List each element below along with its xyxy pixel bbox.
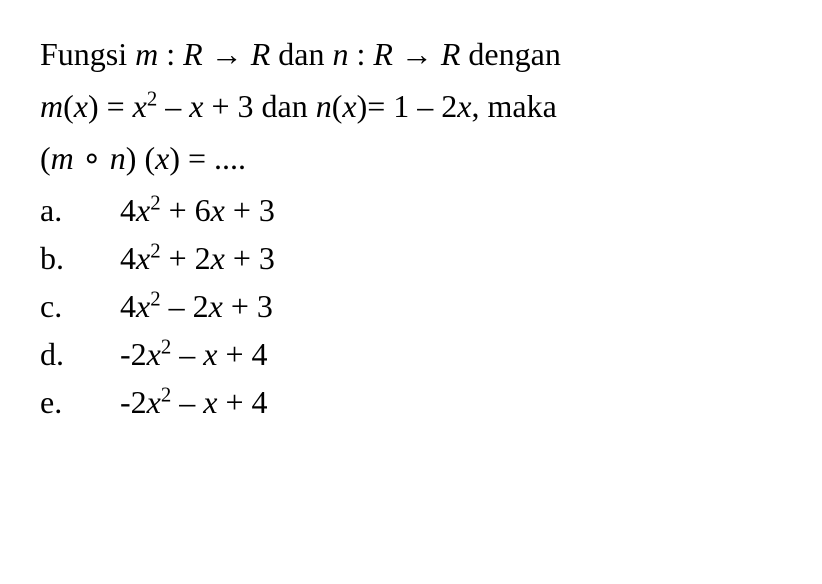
math-problem: Fungsi m : R → R dan n : R → R dengan m(… [40,30,782,426]
option-d: d. -2x2 – x + 4 [40,330,782,378]
option-e: e. -2x2 – x + 4 [40,378,782,426]
text: -2 [120,384,147,420]
set-r: R [251,36,271,72]
text: ) = .... [169,140,246,176]
compose: ∘ [74,140,110,176]
var-x: x [211,192,225,228]
arrow: → [393,36,441,72]
option-b: b. 4x2 + 2x + 3 [40,234,782,282]
exponent: 2 [161,383,171,406]
text: – 2 [161,288,209,324]
var-x: x [203,336,217,372]
var-n: n [110,140,126,176]
text: 4 [120,288,136,324]
var-m: m [135,36,158,72]
text: )= 1 – 2 [357,88,458,124]
text: ( [40,140,51,176]
text: – [171,384,203,420]
question-line-3: (m ∘ n) (x) = .... [40,134,782,182]
var-x: x [136,240,150,276]
option-a: a. 4x2 + 6x + 3 [40,186,782,234]
var-x: x [203,384,217,420]
text: + 4 [217,336,267,372]
var-x: x [155,140,169,176]
text: + 3 [225,240,275,276]
option-label: d. [40,330,120,378]
exponent: 2 [161,335,171,358]
exponent: 2 [147,87,157,110]
option-text: 4x2 + 2x + 3 [120,234,782,282]
var-x: x [342,88,356,124]
option-c: c. 4x2 – 2x + 3 [40,282,782,330]
text: dengan [460,36,560,72]
text: – [171,336,203,372]
arrow: → [203,36,251,72]
var-x: x [136,288,150,324]
text: dan [270,36,332,72]
var-n: n [316,88,332,124]
var-x: x [147,336,161,372]
text: -2 [120,336,147,372]
text: – [157,88,189,124]
text: : [348,36,373,72]
option-text: 4x2 + 6x + 3 [120,186,782,234]
question-line-1: Fungsi m : R → R dan n : R → R dengan [40,30,782,78]
text: ) = [88,88,133,124]
var-x: x [74,88,88,124]
option-text: 4x2 – 2x + 3 [120,282,782,330]
var-x: x [147,384,161,420]
text: Fungsi [40,36,135,72]
text: + 3 [223,288,273,324]
var-x: x [189,88,203,124]
var-m: m [51,140,74,176]
option-text: -2x2 – x + 4 [120,378,782,426]
text: + 2 [161,240,211,276]
var-x: x [211,240,225,276]
option-label: c. [40,282,120,330]
text: ( [63,88,74,124]
text: + 3 dan [203,88,315,124]
text: , maka [472,88,557,124]
option-label: e. [40,378,120,426]
exponent: 2 [150,287,160,310]
set-r: R [441,36,461,72]
option-label: a. [40,186,120,234]
var-x: x [136,192,150,228]
text: ) ( [126,140,155,176]
option-text: -2x2 – x + 4 [120,330,782,378]
text: + 6 [161,192,211,228]
var-m: m [40,88,63,124]
text: ( [332,88,343,124]
text: + 4 [217,384,267,420]
exponent: 2 [150,239,160,262]
exponent: 2 [150,191,160,214]
set-r: R [373,36,393,72]
option-label: b. [40,234,120,282]
question-line-2: m(x) = x2 – x + 3 dan n(x)= 1 – 2x, maka [40,82,782,130]
var-x: x [209,288,223,324]
var-n: n [332,36,348,72]
var-x: x [133,88,147,124]
text: 4 [120,240,136,276]
set-r: R [183,36,203,72]
text: + 3 [225,192,275,228]
text: : [158,36,183,72]
var-x: x [457,88,471,124]
text: 4 [120,192,136,228]
